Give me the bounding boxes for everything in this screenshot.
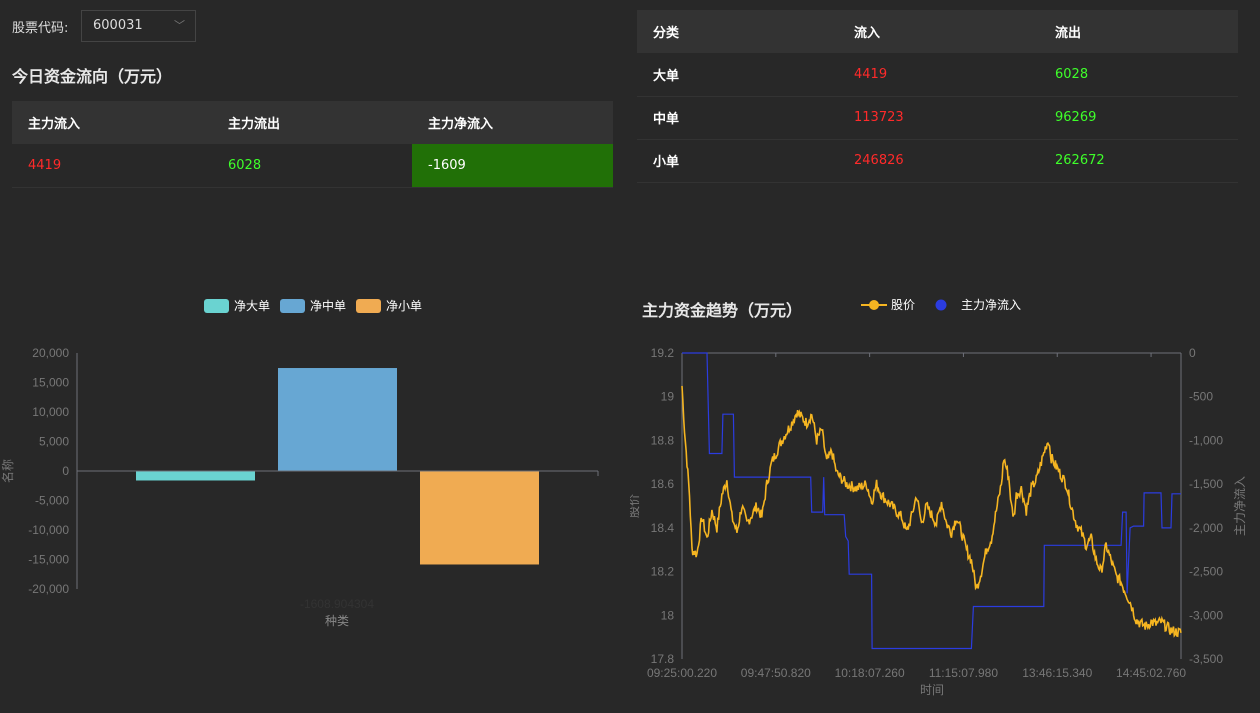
right-tick-label: -2,500 [1189,565,1223,579]
left-tick-label: 18.4 [651,521,675,535]
x-tick-label: 11:15:07.980 [929,666,999,680]
header-outflow: 主力流出 [212,101,412,144]
inflow-value: 4419 [12,144,212,188]
left-axis-title: 股价 [630,494,641,518]
x-tick-label: 10:18:07.260 [835,666,905,680]
category-in: 246826 [838,139,1039,183]
table-row: 大单 4419 6028 [637,53,1238,97]
legend-item-price[interactable]: 股价 [861,296,915,313]
net-value: -1609 [412,144,613,188]
category-in: 113723 [838,96,1039,140]
stock-code-value: 600031 [93,18,143,33]
x-tick-label: 09:25:00.220 [647,666,717,680]
legend-item-flow[interactable]: 主力净流入 [931,296,1021,313]
stock-code-label: 股票代码: [12,21,69,36]
category-out: 262672 [1039,139,1238,183]
header-in: 流入 [838,10,1039,53]
left-tick-label: 18.2 [651,565,675,579]
y-tick-label: -20,000 [28,582,69,596]
category-out: 96269 [1039,96,1238,140]
trend-title: 主力资金趋势（万元） [642,301,803,320]
y-tick-label: 0 [62,464,69,478]
main-flow-trend-chart: 19.2 19 18.8 18.6 18.4 18.2 18 17.8 0 -500 -1,000 -… [630,346,1247,697]
right-tick-label: -2,000 [1189,521,1223,535]
y-tick-label: 5,000 [39,435,69,449]
bar-净大单 [136,471,255,481]
left-tick-label: 19 [661,390,675,404]
left-tick-label: 18.8 [651,433,675,447]
category-out: 6028 [1039,53,1238,97]
x-tick-label: 14:45:02.760 [1116,666,1186,680]
category-name: 中单 [637,96,838,140]
y-tick-label: -10,000 [28,523,69,537]
bar-legend: 净大单 净中单 净小单 [204,297,422,314]
stock-code-select[interactable]: 600031 ﹀ [81,10,196,42]
y-tick-label: 10,000 [32,405,69,419]
today-flow-title: 今日资金流向（万元） [12,67,173,86]
right-tick-label: -1,500 [1189,477,1223,491]
left-tick-label: 18 [661,608,675,622]
legend-item-large[interactable]: 净大单 [204,297,270,314]
x-axis-title: 种类 [325,614,349,628]
legend-item-medium[interactable]: 净中单 [280,297,346,314]
right-tick-label: 0 [1189,346,1196,360]
table-row: 4419 6028 -1609 [12,144,613,188]
right-tick-label: -3,500 [1189,652,1223,666]
left-tick-label: 18.6 [651,477,675,491]
net-flow-bar-chart: 20,000 15,000 10,000 5,000 0 -5,000 -10,000 -15… [0,346,599,628]
category-label: -1608.904304 [300,597,374,611]
x-tick-label: 09:47:50.820 [741,666,811,680]
outflow-value: 6028 [212,144,412,188]
legend-swatch [280,298,306,313]
legend-item-small[interactable]: 净小单 [356,297,422,314]
category-name: 小单 [637,139,838,183]
net-inflow-line [682,352,1181,650]
line-dot-icon [861,299,887,310]
category-name: 大单 [637,53,838,97]
left-tick-label: 19.2 [651,346,675,360]
right-tick-label: -3,000 [1189,608,1223,622]
price-line [681,385,1182,638]
table-row: 小单 246826 262672 [637,139,1238,183]
legend-label: 净小单 [386,299,423,313]
legend-label: 净大单 [234,299,271,313]
x-tick-label: 13:46:15.340 [1022,666,1092,680]
chevron-down-icon: ﹀ [174,19,185,32]
table-header-row: 主力流入 主力流出 主力净流入 [12,101,613,144]
right-tick-label: -1,000 [1189,433,1223,447]
category-table: 分类 流入 流出 大单 4419 6028 中单 113723 96269 小单… [637,10,1238,183]
legend-swatch [356,298,382,313]
table-row: 中单 113723 96269 [637,96,1238,140]
table-header-row: 分类 流入 流出 [637,10,1238,53]
legend-swatch [204,298,229,313]
right-tick-label: -500 [1189,390,1213,404]
right-axis-title: 主力净流入 [1233,476,1247,536]
header-inflow: 主力流入 [12,101,212,144]
header-category: 分类 [637,10,838,53]
dot-icon [935,299,947,310]
today-flow-table: 主力流入 主力流出 主力净流入 4419 6028 -1609 [12,101,613,188]
legend-label: 主力净流入 [961,298,1022,312]
legend-label: 股价 [891,298,916,312]
category-in: 4419 [838,53,1039,97]
y-tick-label: 15,000 [32,376,69,390]
y-tick-label: -15,000 [28,553,69,567]
bar-净小单 [420,471,539,565]
legend-label: 净中单 [310,299,347,313]
y-tick-label: -5,000 [35,494,69,508]
y-axis-title: 名称 [0,459,15,483]
header-out: 流出 [1039,10,1238,53]
header-net: 主力净流入 [412,101,613,144]
line-legend: 股价 主力净流入 [861,296,1021,313]
x-axis-title: 时间 [920,683,944,697]
y-tick-label: 20,000 [32,346,69,360]
left-tick-label: 17.8 [651,652,675,666]
bar-净中单 [278,368,397,471]
